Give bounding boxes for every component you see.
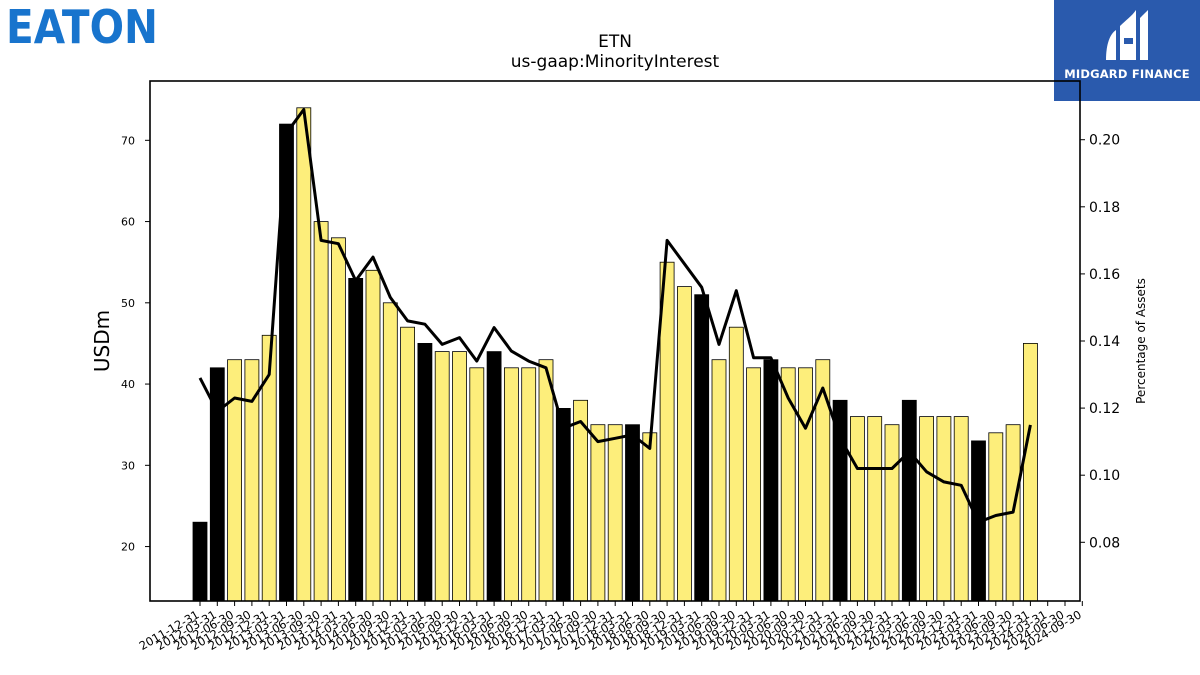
- y2-tick-label: 0.14: [1089, 334, 1120, 350]
- y-tick-label: 40: [121, 378, 135, 391]
- bar: [728, 326, 744, 602]
- bar-series: [192, 107, 1038, 602]
- bar: [919, 416, 934, 602]
- bar: [400, 326, 416, 602]
- y-tick-label: 50: [121, 297, 135, 310]
- bar: [573, 399, 588, 602]
- bar: [227, 359, 243, 602]
- bar: [330, 237, 346, 602]
- midgard-finance-text: MIDGARD FINANCE: [1064, 67, 1190, 81]
- y2-tick-label: 0.18: [1089, 200, 1120, 216]
- bar: [867, 416, 883, 602]
- bar: [884, 424, 900, 602]
- bar: [953, 416, 969, 602]
- bar: [365, 269, 381, 602]
- bar: [348, 277, 364, 602]
- y2-tick-label: 0.16: [1089, 267, 1120, 283]
- eaton-logo: EATON: [6, 0, 158, 54]
- bar: [1023, 342, 1038, 602]
- y2-axis-label: Percentage of Assets: [1134, 278, 1148, 404]
- bar: [590, 424, 606, 602]
- bar: [538, 359, 554, 602]
- y2-tick-label: 0.10: [1089, 468, 1120, 484]
- x-axis-ticks: 2011-12-312012-03-312012-06-302012-09-30…: [137, 601, 1084, 653]
- eaton-logo-text: EATON: [6, 6, 158, 46]
- bar: [625, 424, 640, 602]
- midgard-emblem-icon: [1106, 10, 1148, 60]
- bar: [780, 367, 796, 602]
- bar: [382, 302, 398, 602]
- y-tick-label: 60: [121, 216, 135, 229]
- bar: [417, 342, 433, 602]
- bar: [192, 521, 208, 602]
- y-tick-label: 30: [121, 459, 135, 472]
- bar: [763, 359, 779, 602]
- y2-axis-ticks: 0.08 0.10 0.12 0.14 0.16 0.18 0.20: [1080, 133, 1120, 551]
- bar: [486, 351, 502, 602]
- bar: [452, 351, 467, 602]
- y-axis-ticks: 20 30 40 50 60 70: [121, 134, 150, 554]
- bar: [434, 351, 450, 602]
- bar: [832, 399, 848, 602]
- y2-tick-label: 0.12: [1089, 401, 1120, 417]
- bar: [936, 416, 952, 602]
- bar: [503, 367, 519, 602]
- bar: [521, 367, 537, 602]
- bar: [607, 424, 623, 602]
- bar: [296, 107, 312, 602]
- chart-subtitle: us-gaap:MinorityInterest: [510, 52, 720, 72]
- bar: [746, 367, 761, 602]
- bar: [711, 359, 727, 602]
- y-tick-label: 70: [121, 134, 135, 147]
- bar: [694, 294, 710, 602]
- bar: [677, 286, 692, 602]
- chart-title: ETN: [598, 32, 632, 52]
- y2-tick-label: 0.08: [1089, 535, 1120, 551]
- bar: [555, 407, 571, 602]
- bar: [798, 367, 813, 602]
- midgard-finance-logo: MIDGARD FINANCE: [1054, 0, 1200, 101]
- bar: [850, 416, 865, 602]
- percentage-line: [198, 108, 1032, 524]
- line-series: [198, 108, 1032, 524]
- y-axis-label: USDm: [90, 310, 114, 372]
- bar: [901, 399, 917, 602]
- y2-tick-label: 0.20: [1089, 133, 1120, 149]
- bar: [313, 221, 329, 602]
- bar: [642, 432, 658, 602]
- y-tick-label: 20: [121, 541, 135, 554]
- bar: [469, 367, 485, 602]
